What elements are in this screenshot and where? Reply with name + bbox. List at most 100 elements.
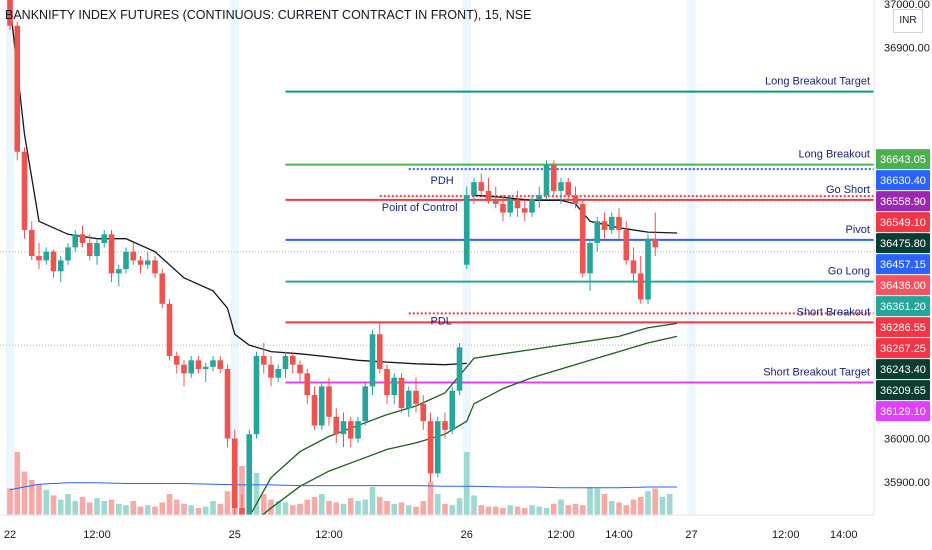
time-tick-label: 12:00 [83,529,111,541]
horizontal-gridlines [0,251,874,346]
candle-body [115,269,122,274]
candle-body [217,360,224,370]
volume-bar [376,496,383,515]
volume-bar [456,498,463,515]
volume-bar [253,473,260,515]
volume-bar [427,481,434,515]
price-badge [876,233,930,254]
volume-bar [72,501,79,515]
time-tick-label: 14:00 [605,529,633,541]
price-badge-label: 36457.15 [880,259,926,271]
price-badge [876,191,930,212]
candle-body [79,234,86,243]
volume-bar [101,501,108,515]
volume-bar [608,501,615,515]
candle-body [463,195,470,265]
candle-body [645,238,651,300]
price-badge-label: 36129.10 [880,406,926,418]
candle-body [623,229,630,261]
volume-bar [565,505,572,515]
candle-body [485,190,492,200]
price-badge [876,170,930,191]
volume-bar [637,496,644,515]
volume-bar [289,505,296,515]
candle-body [616,216,622,230]
volume-bar [616,502,622,515]
candle-body [420,403,427,422]
volume-bar [115,503,122,515]
volume-bar [478,505,485,515]
time-tick-label: 12:00 [315,529,343,541]
volume-bar [507,505,514,515]
level-label: Pivot [846,224,870,236]
volume-bar [594,488,601,515]
volume-bar [108,499,115,515]
volume-bar [601,494,608,515]
time-tick-label: 26 [461,529,473,541]
price-axis-bg [874,0,932,550]
volume-bar [391,503,398,515]
candle-body [536,195,543,200]
volume-bar [166,494,173,515]
candle-body [246,434,253,517]
candle-body [550,164,557,191]
candle-body [210,360,216,367]
volume-bar [282,502,289,515]
price-badge-label: 36643.05 [880,154,926,166]
price-badge [876,359,930,380]
candle-body [65,247,71,261]
candle-body [36,256,42,261]
candle-body [630,260,637,274]
candle-body [21,151,28,230]
volume-bar [398,502,405,515]
volume-bar [152,506,158,515]
volume-bar [659,496,666,515]
candle-body [130,251,137,261]
volume-bar [57,499,64,515]
candle-body [14,25,21,152]
candle-body [369,334,376,387]
volume-bar [369,487,376,515]
price-badge [876,275,930,296]
candle-body [181,364,187,374]
volume-bar [123,505,129,515]
time-tick-label: 12:00 [547,529,575,541]
candle-body [608,216,615,230]
volume-bar [434,494,441,515]
volume-bar [21,471,28,515]
candle-body [86,243,93,257]
volume-bar [347,498,354,515]
volume-bar [550,503,557,515]
candle-body [514,199,521,209]
candle-body [260,355,267,365]
volume-bar [384,501,390,515]
price-badge [876,338,930,359]
candle-body [94,243,100,257]
volume-bar [188,505,195,515]
volume-bar [195,508,202,515]
volume-bar [86,502,93,515]
volume-bar [311,496,318,515]
currency-button[interactable]: INR [893,9,923,33]
candle-body [159,273,166,304]
candle-body [413,390,419,404]
candle-body [478,182,485,191]
volume-bar [587,487,593,515]
price-badge [876,296,930,317]
candle-body [521,208,528,213]
volume-bar [463,452,470,515]
candle-body [449,390,456,430]
candle-body [398,377,405,409]
candle-body [188,360,195,374]
volume-bar [130,501,137,515]
candle-body [572,195,579,204]
candle-body [57,260,64,272]
candle-body [253,355,260,435]
volume-bar [43,489,50,515]
volume-bars [7,452,673,515]
volume-bar [405,505,412,515]
candle-body [144,260,151,265]
price-badge-label: 36436.00 [880,280,926,292]
candle-body [152,260,158,274]
